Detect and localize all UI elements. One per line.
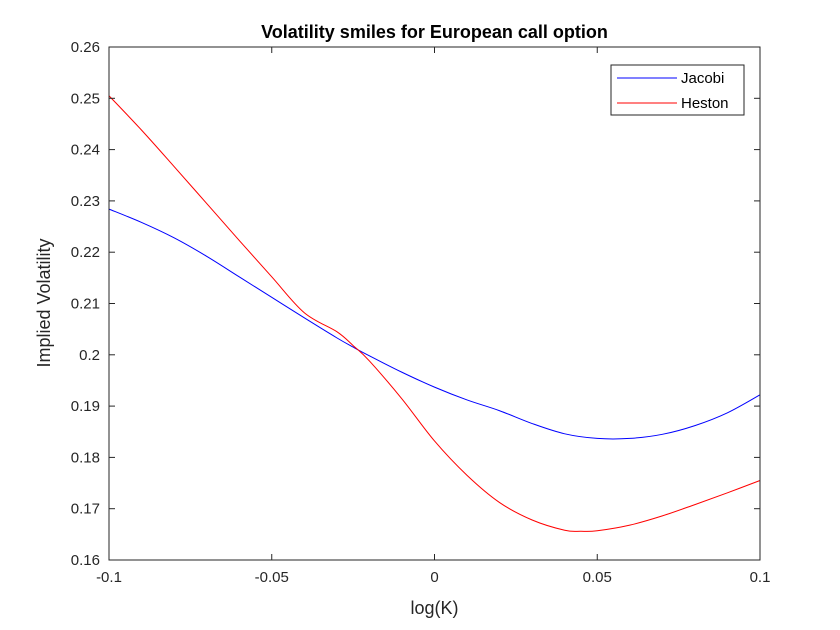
legend: Jacobi Heston <box>610 64 745 116</box>
series-line-jacobi <box>108 208 761 440</box>
legend-label-jacobi: Jacobi <box>681 70 724 87</box>
x-tick-label: -0.05 <box>255 569 289 586</box>
x-tick-label: 0.1 <box>750 569 771 586</box>
chart-title: Volatility smiles for European call opti… <box>261 22 608 42</box>
x-tick-label: 0.05 <box>583 569 612 586</box>
y-tick-label: 0.25 <box>71 90 100 107</box>
y-tick-label: 0.19 <box>71 398 100 415</box>
series-line-heston <box>108 95 761 532</box>
x-axis-label: log(K) <box>410 598 458 618</box>
y-tick-label: 0.22 <box>71 244 100 261</box>
series-layer <box>108 95 761 532</box>
y-tick-label: 0.21 <box>71 296 100 313</box>
y-axis-label: Implied Volatility <box>34 238 54 367</box>
legend-label-heston: Heston <box>681 95 729 112</box>
legend-box <box>610 64 745 116</box>
x-tick-label: 0 <box>430 569 438 586</box>
y-tick-label: 0.17 <box>71 501 100 518</box>
x-tick-label: -0.1 <box>96 569 122 586</box>
y-tick-label: 0.26 <box>71 39 100 56</box>
y-tick-label: 0.24 <box>71 142 100 159</box>
plot-area <box>109 47 760 560</box>
y-tick-label: 0.18 <box>71 449 100 466</box>
y-tick-label: 0.2 <box>79 347 100 364</box>
ticks-layer: -0.1 -0.05 0 0.05 0.1 0.16 0.17 0.18 0.19 0.2 0.21… <box>71 39 771 586</box>
y-tick-label: 0.16 <box>71 552 100 569</box>
y-tick-label: 0.23 <box>71 193 100 210</box>
